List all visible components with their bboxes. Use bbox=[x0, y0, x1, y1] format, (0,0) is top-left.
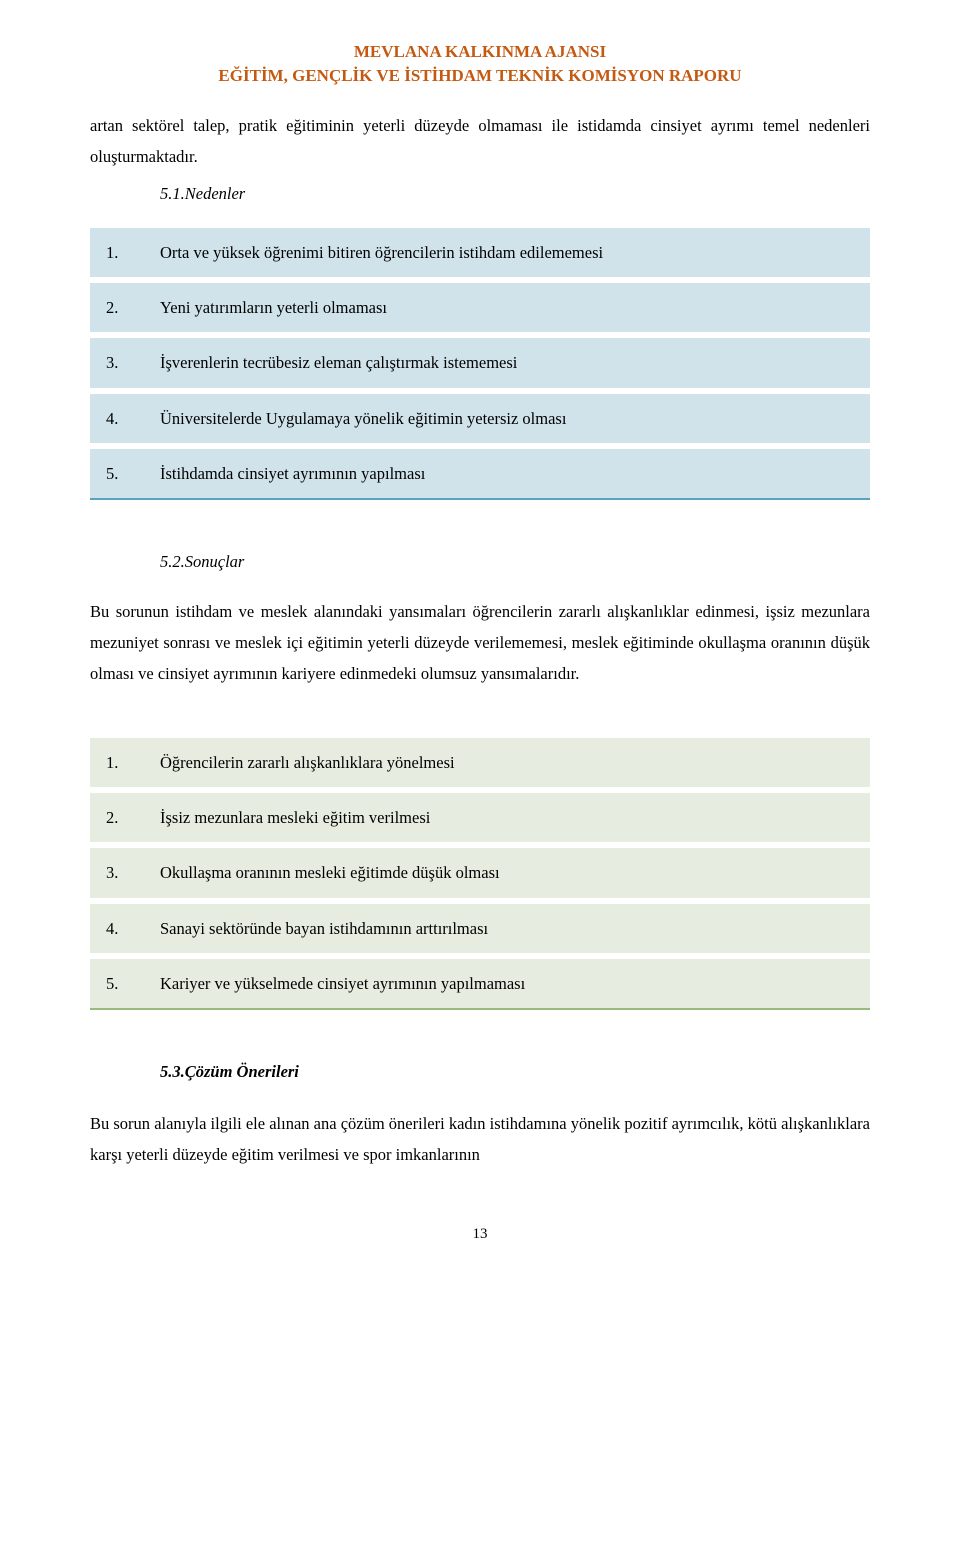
row-text: İstihdamda cinsiyet ayrımının yapılması bbox=[148, 449, 870, 499]
row-number: 5. bbox=[90, 449, 148, 499]
row-number: 2. bbox=[90, 793, 148, 842]
row-text: Orta ve yüksek öğrenimi bitiren öğrencil… bbox=[148, 228, 870, 277]
section-5-2-paragraph: Bu sorunun istihdam ve meslek alanındaki… bbox=[90, 596, 870, 690]
row-text: Okullaşma oranının mesleki eğitimde düşü… bbox=[148, 848, 870, 897]
row-text: İşsiz mezunlara mesleki eğitim verilmesi bbox=[148, 793, 870, 842]
row-number: 1. bbox=[90, 738, 148, 787]
nedenler-table: 1.Orta ve yüksek öğrenimi bitiren öğrenc… bbox=[90, 228, 870, 501]
header-line-1: MEVLANA KALKINMA AJANSI bbox=[90, 40, 870, 64]
row-number: 1. bbox=[90, 228, 148, 277]
row-text: Sanayi sektöründe bayan istihdamının art… bbox=[148, 904, 870, 953]
row-number: 3. bbox=[90, 338, 148, 387]
row-text: İşverenlerin tecrübesiz eleman çalıştırm… bbox=[148, 338, 870, 387]
row-number: 4. bbox=[90, 904, 148, 953]
row-number: 2. bbox=[90, 283, 148, 332]
table-row: 1.Öğrencilerin zararlı alışkanlıklara yö… bbox=[90, 738, 870, 787]
row-text: Öğrencilerin zararlı alışkanlıklara yöne… bbox=[148, 738, 870, 787]
table-row: 2.Yeni yatırımların yeterli olmaması bbox=[90, 283, 870, 332]
page-number: 13 bbox=[90, 1220, 870, 1249]
row-text: Üniversitelerde Uygulamaya yönelik eğiti… bbox=[148, 394, 870, 443]
row-number: 5. bbox=[90, 959, 148, 1009]
table-row: 1.Orta ve yüksek öğrenimi bitiren öğrenc… bbox=[90, 228, 870, 277]
row-text: Yeni yatırımların yeterli olmaması bbox=[148, 283, 870, 332]
document-header: MEVLANA KALKINMA AJANSI EĞİTİM, GENÇLİK … bbox=[90, 40, 870, 88]
table-row: 4.Üniversitelerde Uygulamaya yönelik eği… bbox=[90, 394, 870, 443]
table-row: 3.İşverenlerin tecrübesiz eleman çalıştı… bbox=[90, 338, 870, 387]
row-number: 4. bbox=[90, 394, 148, 443]
table-row: 4.Sanayi sektöründe bayan istihdamının a… bbox=[90, 904, 870, 953]
header-line-2: EĞİTİM, GENÇLİK VE İSTİHDAM TEKNİK KOMİS… bbox=[90, 64, 870, 88]
section-5-3-heading: 5.3.Çözüm Önerileri bbox=[160, 1056, 870, 1087]
table-row: 3.Okullaşma oranının mesleki eğitimde dü… bbox=[90, 848, 870, 897]
row-text: Kariyer ve yükselmede cinsiyet ayrımının… bbox=[148, 959, 870, 1009]
row-number: 3. bbox=[90, 848, 148, 897]
sonuclar-table: 1.Öğrencilerin zararlı alışkanlıklara yö… bbox=[90, 738, 870, 1011]
intro-paragraph: artan sektörel talep, pratik eğitiminin … bbox=[90, 110, 870, 173]
section-5-3-paragraph: Bu sorun alanıyla ilgili ele alınan ana … bbox=[90, 1108, 870, 1171]
table-row: 5.Kariyer ve yükselmede cinsiyet ayrımın… bbox=[90, 959, 870, 1009]
section-5-2-heading: 5.2.Sonuçlar bbox=[160, 546, 870, 577]
table-row: 5.İstihdamda cinsiyet ayrımının yapılmas… bbox=[90, 449, 870, 499]
table-row: 2.İşsiz mezunlara mesleki eğitim verilme… bbox=[90, 793, 870, 842]
section-5-1-heading: 5.1.Nedenler bbox=[160, 178, 870, 209]
